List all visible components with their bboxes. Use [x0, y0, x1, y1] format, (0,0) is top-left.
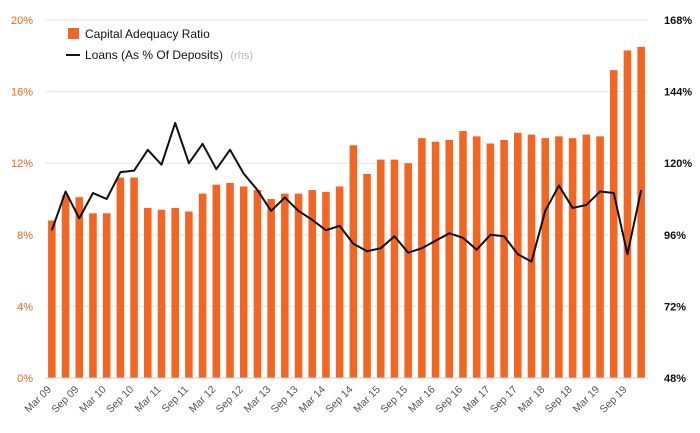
legend-label-bars: Capital Adequacy Ratio [85, 27, 210, 41]
bar [89, 213, 97, 378]
bar [102, 213, 111, 378]
bar [226, 182, 234, 378]
loans-to-deposits-line [50, 121, 643, 263]
x-tick-label: Mar 15 [351, 384, 383, 416]
line-series [50, 121, 643, 263]
x-tick-label: Mar 19 [571, 384, 603, 416]
bar [404, 163, 412, 378]
x-tick-label: Sep 16 [433, 384, 465, 416]
x-tick-label: Mar 12 [187, 384, 219, 416]
x-tick-label: Mar 17 [461, 384, 493, 416]
bar [294, 193, 303, 378]
bar [335, 186, 344, 378]
legend-label-line-name: Loans (As % Of Deposits) [85, 48, 223, 62]
y-left-tick-label: 20% [11, 15, 33, 27]
legend-label-line: Loans (As % Of Deposits) (rhs) [85, 48, 253, 62]
y-right-tick-label: 96% [664, 230, 686, 242]
bar [185, 211, 193, 378]
bar [623, 50, 632, 379]
bar [130, 177, 138, 378]
bar [363, 173, 371, 378]
bar [308, 190, 317, 378]
bar [637, 46, 645, 378]
bar [239, 186, 248, 378]
x-tick-label: Sep 19 [598, 384, 630, 416]
bar [568, 138, 577, 378]
bar [486, 143, 495, 378]
x-tick-label: Mar 16 [406, 384, 438, 416]
y-right-tick-label: 48% [664, 373, 686, 385]
bar [459, 130, 467, 378]
bar [390, 159, 399, 378]
x-tick-label: Sep 12 [214, 384, 246, 416]
bar [116, 177, 125, 378]
x-tick-label: Mar 14 [296, 384, 328, 416]
x-tick-label: Mar 09 [22, 384, 54, 416]
bar [75, 197, 84, 378]
legend-label-line-note: (rhs) [230, 50, 253, 62]
x-tick-label: Sep 10 [104, 384, 136, 416]
legend: Capital Adequacy Ratio Loans (As % Of De… [66, 27, 253, 62]
bar [267, 199, 275, 378]
bar [527, 134, 536, 378]
bar [61, 195, 70, 378]
bar [541, 138, 549, 378]
bar [48, 220, 56, 378]
x-tick-label: Mar 11 [133, 384, 164, 415]
bar [596, 136, 604, 378]
legend-swatch-bars [68, 28, 79, 39]
y-left-tick-label: 8% [17, 230, 33, 242]
y-left-tick-label: 0% [17, 373, 33, 385]
bar [500, 139, 508, 378]
bar-series [48, 46, 645, 379]
bar [144, 207, 152, 378]
bar [157, 209, 166, 378]
bar [212, 184, 221, 378]
x-tick-label: Sep 18 [543, 384, 575, 416]
y-left-tick-label: 12% [11, 158, 33, 170]
y-right-tick-label: 144% [664, 87, 692, 99]
bar [431, 141, 440, 378]
x-tick-label: Mar 10 [77, 384, 109, 416]
bar [322, 191, 330, 378]
bar [582, 134, 591, 378]
x-tick-label: Sep 14 [323, 384, 355, 416]
bar [555, 136, 563, 378]
bar [445, 139, 454, 378]
x-tick-label: Sep 11 [160, 384, 192, 416]
bar [349, 145, 358, 378]
bar [253, 190, 262, 378]
bar [376, 159, 385, 378]
bar [418, 138, 426, 378]
bar [198, 193, 207, 378]
y-right-tick-label: 120% [664, 158, 692, 170]
bar [171, 207, 179, 378]
x-tick-label: Sep 17 [488, 384, 520, 416]
x-tick-label: Mar 18 [516, 384, 548, 416]
y-left-tick-label: 16% [11, 87, 33, 99]
x-tick-label: Sep 15 [378, 384, 410, 416]
y-left-tick-label: 4% [17, 301, 33, 313]
x-tick-label: Sep 09 [49, 384, 81, 416]
x-tick-label: Sep 13 [269, 384, 301, 416]
bar [609, 70, 618, 379]
bar [514, 132, 522, 378]
bar [472, 136, 481, 378]
y-right-tick-label: 168% [664, 15, 692, 27]
y-right-tick-label: 72% [664, 301, 686, 313]
x-tick-label: Mar 13 [242, 384, 274, 416]
bar [281, 193, 289, 378]
